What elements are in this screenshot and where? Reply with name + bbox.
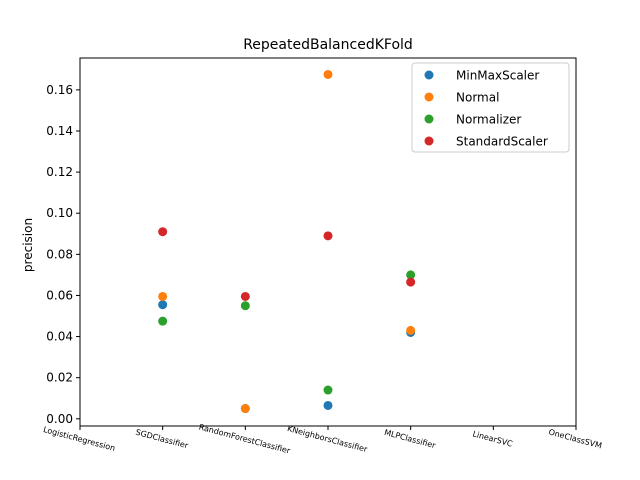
data-point: [158, 227, 168, 237]
y-tick-label: 0.06: [46, 288, 73, 302]
x-axis-ticks: LogisticRegression SGDClassifier RandomFor…: [42, 422, 603, 455]
x-tick-label: LogisticRegression: [42, 425, 116, 453]
data-point: [323, 231, 333, 241]
data-point: [240, 301, 250, 311]
y-tick-label: 0.16: [46, 83, 73, 97]
data-point: [323, 400, 333, 410]
y-tick-label: 0.02: [46, 371, 73, 385]
y-axis-ticks: 0.00 0.02 0.04 0.06 0.08 0.10 0.12 0.14 0.16: [46, 83, 80, 426]
y-tick-label: 0.04: [46, 330, 73, 344]
legend-marker: [424, 114, 434, 124]
data-point: [323, 69, 333, 79]
x-tick-label: SGDClassifier: [135, 428, 190, 451]
data-point: [406, 325, 416, 335]
x-tick-label: OneClassSVM: [548, 428, 603, 451]
data-point: [158, 291, 168, 301]
y-axis-label: precision: [21, 218, 35, 272]
data-point: [240, 404, 250, 414]
chart-title: RepeatedBalancedKFold: [243, 37, 413, 53]
legend: MinMaxScaler Normal Normalizer StandardScal…: [411, 62, 570, 153]
plot-frame: [79, 57, 577, 427]
legend-label: StandardScaler: [456, 135, 548, 149]
legend-box: [411, 62, 570, 153]
legend-label: Normal: [456, 91, 499, 105]
data-point: [406, 277, 416, 287]
y-tick-label: 0.00: [46, 412, 73, 426]
legend-label: MinMaxScaler: [456, 69, 539, 83]
y-tick-label: 0.08: [46, 247, 73, 261]
legend-label: Normalizer: [456, 113, 521, 127]
data-point: [158, 300, 168, 310]
y-tick-label: 0.12: [46, 165, 73, 179]
legend-marker: [424, 92, 434, 102]
legend-marker: [424, 136, 434, 146]
data-point: [240, 291, 250, 301]
y-tick-label: 0.14: [46, 124, 73, 138]
x-tick-label: MLPClassifier: [383, 428, 437, 451]
y-tick-label: 0.10: [46, 206, 73, 220]
data-point: [323, 385, 333, 395]
data-points: [158, 69, 416, 414]
data-point: [406, 270, 416, 280]
x-tick-label: LinearSVC: [472, 429, 514, 448]
legend-marker: [424, 70, 434, 80]
data-point: [158, 316, 168, 326]
